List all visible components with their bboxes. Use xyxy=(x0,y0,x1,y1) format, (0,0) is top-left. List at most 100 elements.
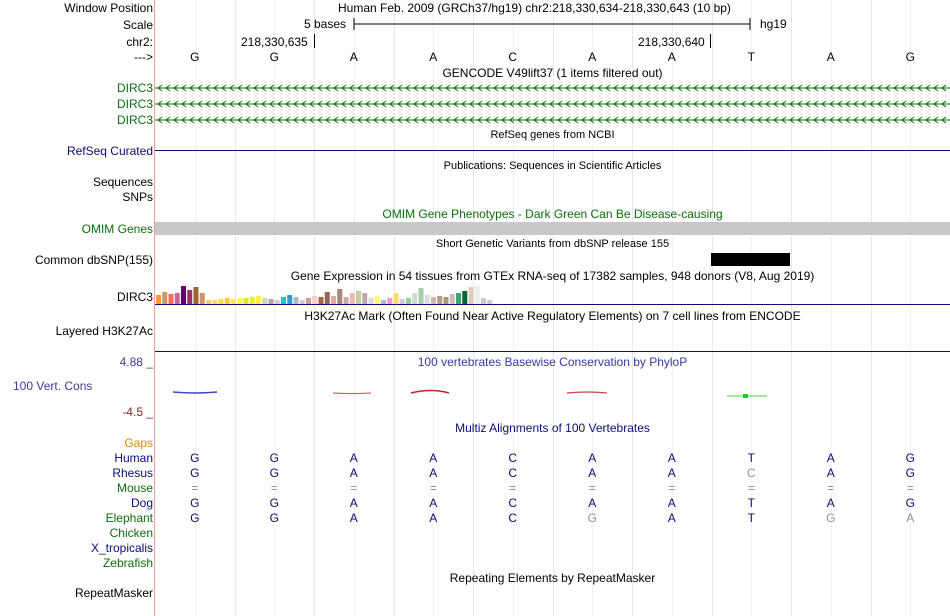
strand-arrow xyxy=(581,84,587,92)
phylop-signal[interactable] xyxy=(155,380,950,410)
aligned-base: G xyxy=(190,496,200,510)
strand-arrow xyxy=(541,116,547,124)
strand-arrow xyxy=(813,116,819,124)
strand-arrow xyxy=(717,100,723,108)
strand-arrow xyxy=(245,116,251,124)
gencode-transcript-1 xyxy=(155,84,950,92)
strand-arrow xyxy=(181,100,187,108)
strand-arrow xyxy=(821,100,827,108)
phylop-max-label: 4.88 _ xyxy=(119,355,153,369)
strand-arrow xyxy=(653,84,659,92)
h3k27ac-label[interactable]: Layered H3K27Ac xyxy=(55,324,153,338)
strand-arrow xyxy=(277,100,283,108)
strand-arrow xyxy=(797,100,803,108)
gtex-tissue-bar xyxy=(381,300,386,304)
gtex-tissue-bar xyxy=(206,300,211,304)
strand-arrow xyxy=(213,116,219,124)
strand-arrow xyxy=(941,84,947,92)
aligned-base: C xyxy=(508,496,518,510)
species-label[interactable]: Elephant xyxy=(105,511,153,525)
strand-arrow xyxy=(301,116,307,124)
species-label[interactable]: X_tropicalis xyxy=(90,541,153,555)
species-label[interactable]: Mouse xyxy=(116,481,153,495)
phylop-label[interactable]: 100 Vert. Cons xyxy=(13,379,93,393)
strand-arrow xyxy=(541,84,547,92)
species-label[interactable]: Zebrafish xyxy=(102,556,153,570)
publications-sequences-label[interactable]: Sequences xyxy=(92,175,153,189)
gencode-label-2[interactable]: DIRC3 xyxy=(116,97,153,111)
species-label[interactable]: Dog xyxy=(130,496,153,510)
aligned-base: G xyxy=(269,466,279,480)
strand-arrow xyxy=(173,100,179,108)
strand-arrow xyxy=(453,116,459,124)
gtex-tissue-bar xyxy=(456,293,461,304)
dbsnp-label[interactable]: Common dbSNP(155) xyxy=(34,253,153,267)
strand-arrow xyxy=(277,84,283,92)
refseq-label[interactable]: RefSeq Curated xyxy=(66,144,153,158)
gtex-label[interactable]: DIRC3 xyxy=(116,290,153,304)
omim-gene-bar[interactable] xyxy=(155,222,950,235)
aligned-base: A xyxy=(667,466,676,480)
aligned-base: A xyxy=(429,511,438,525)
publications-snps-label[interactable]: SNPs xyxy=(122,190,153,204)
strand-arrow xyxy=(533,84,539,92)
strand-arrow xyxy=(341,84,347,92)
window-position-text[interactable]: Human Feb. 2009 (GRCh37/hg19) chr2:218,3… xyxy=(338,1,731,15)
aligned-base: = xyxy=(747,481,755,495)
strand-arrow xyxy=(717,116,723,124)
strand-arrow xyxy=(741,84,747,92)
strand-arrow xyxy=(621,100,627,108)
strand-arrow xyxy=(541,100,547,108)
species-label[interactable]: Rhesus xyxy=(112,466,153,480)
strand-arrow xyxy=(805,116,811,124)
strand-arrow xyxy=(189,84,195,92)
gencode-transcripts[interactable] xyxy=(155,80,950,128)
aligned-base: G xyxy=(190,451,200,465)
gencode-label-1[interactable]: DIRC3 xyxy=(116,81,153,95)
refseq-gene-line[interactable] xyxy=(155,150,950,151)
repeatmasker-title: Repeating Elements by RepeatMasker xyxy=(449,571,656,585)
strand-arrow xyxy=(557,100,563,108)
strand-arrow xyxy=(789,100,795,108)
gtex-tissue-bar xyxy=(412,293,418,304)
species-label[interactable]: Human xyxy=(114,451,153,465)
strand-arrow xyxy=(229,84,235,92)
strand-arrow xyxy=(901,116,907,124)
strand-arrow xyxy=(253,116,259,124)
gtex-tissue-bar xyxy=(374,296,380,304)
strand-arrow xyxy=(389,116,395,124)
strand-arrow xyxy=(589,84,595,92)
aligned-base: G xyxy=(269,496,279,510)
strand-arrow xyxy=(637,100,643,108)
gtex-tissue-bar xyxy=(474,286,480,304)
strand-arrow xyxy=(237,84,243,92)
gtex-expression-bars[interactable] xyxy=(155,284,950,306)
gencode-transcript-2 xyxy=(155,100,950,108)
strand-arrow xyxy=(629,116,635,124)
multiz-gaps-label[interactable]: Gaps xyxy=(124,436,153,450)
strand-arrow xyxy=(429,100,435,108)
species-label[interactable]: Chicken xyxy=(109,526,153,540)
scale-label: Scale xyxy=(122,18,153,32)
aligned-base: = xyxy=(827,481,835,495)
strand-arrow xyxy=(733,116,739,124)
strand-arrow xyxy=(829,100,835,108)
strand-arrow xyxy=(157,100,163,108)
strand-arrow xyxy=(853,84,859,92)
strand-arrow xyxy=(749,84,755,92)
strand-arrow xyxy=(157,116,163,124)
gencode-label-3[interactable]: DIRC3 xyxy=(116,113,153,127)
dbsnp-variant-block[interactable] xyxy=(711,253,790,266)
strand-arrow xyxy=(685,84,691,92)
repeatmasker-label[interactable]: RepeatMasker xyxy=(74,586,153,600)
strand-arrow xyxy=(397,100,403,108)
omim-label[interactable]: OMIM Genes xyxy=(81,222,153,236)
strand-arrow xyxy=(613,116,619,124)
gtex-tissue-bar xyxy=(312,296,318,304)
aligned-base: A xyxy=(588,466,597,480)
gtex-title: Gene Expression in 54 tissues from GTEx … xyxy=(290,269,815,283)
strand-arrow xyxy=(445,100,451,108)
coord-left-tick xyxy=(314,34,315,48)
gtex-tissue-bar xyxy=(281,297,286,304)
strand-arrow xyxy=(365,84,371,92)
